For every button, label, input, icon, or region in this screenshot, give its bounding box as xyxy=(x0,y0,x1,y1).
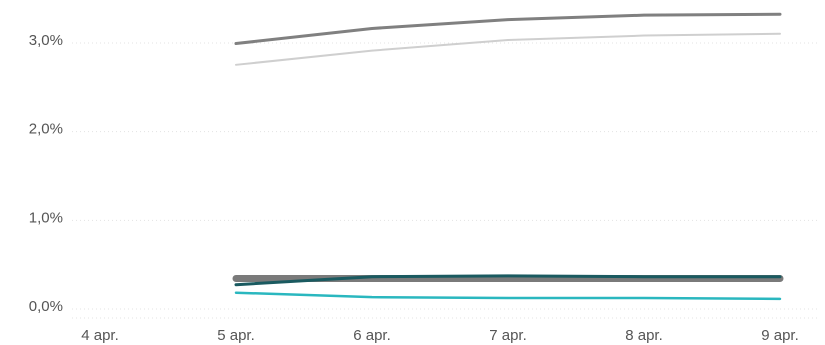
series-line-4 xyxy=(234,274,782,287)
x-tick-label: 6 apr. xyxy=(353,327,391,344)
x-tick-label: 9 apr. xyxy=(761,327,799,344)
x-tick-label: 5 apr. xyxy=(217,327,255,344)
series-line-2 xyxy=(234,12,782,46)
y-tick-label: 0,0% xyxy=(29,298,63,315)
series-line-5 xyxy=(234,291,782,301)
x-tick-label: 8 apr. xyxy=(625,327,663,344)
gridlines xyxy=(72,42,818,319)
series-lines xyxy=(232,12,784,301)
x-axis-tick-labels: 4 apr. 5 apr. 6 apr. 7 apr. 8 apr. 9 apr. xyxy=(81,327,799,344)
series-line-1 xyxy=(235,32,781,66)
x-tick-label: 7 apr. xyxy=(489,327,527,344)
y-tick-label: 1,0% xyxy=(29,209,63,226)
y-axis-tick-labels: 0,0% 1,0% 2,0% 3,0% xyxy=(29,32,63,315)
y-tick-label: 3,0% xyxy=(29,32,63,49)
x-tick-label: 4 apr. xyxy=(81,327,119,344)
y-tick-label: 2,0% xyxy=(29,121,63,138)
